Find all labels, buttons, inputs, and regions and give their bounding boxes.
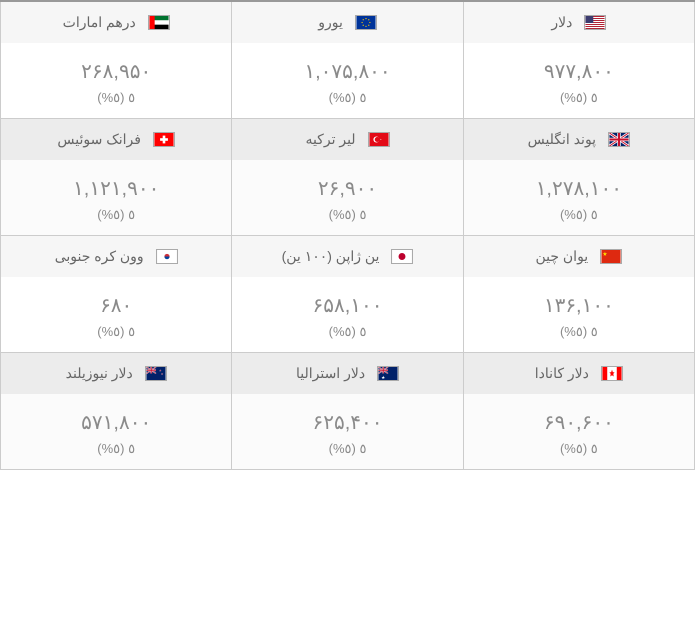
currency-change: ٥ (٥%) [560,207,598,223]
currency-row: پوند انگلیس ۱,۲۷۸,۱۰۰ ٥ (٥%) لیر ترکیه ۲۶,۹۰… [0,119,695,236]
currency-name-label: پوند انگلیس [528,131,597,148]
currency-header: یوان چین [464,236,694,277]
currency-cell[interactable]: دلار استرالیا ۶۲۵,۴۰۰ ٥ (٥%) [231,353,462,470]
currency-price: ۶۵۸,۱۰۰ [313,293,383,318]
gb-flag-icon [608,132,630,147]
currency-row: دلار کانادا ۶۹۰,۶۰۰ ٥ (٥%) دلار استرالیا ۶۲۵… [0,353,695,470]
currency-body: ۱,۲۷۸,۱۰۰ ٥ (٥%) [464,160,694,235]
currency-name-label: لیر ترکیه [305,131,355,148]
au-flag-icon [377,366,399,381]
currency-change: ٥ (٥%) [560,324,598,340]
currency-name-label: یوان چین [535,248,588,265]
currency-cell[interactable]: دلار ۹۷۷,۸۰۰ ٥ (٥%) [463,2,695,119]
currency-price: ۹۷۷,۸۰۰ [544,59,614,84]
ca-flag-icon [601,366,623,381]
currency-name-label: دلار کانادا [535,365,589,382]
currency-change: ٥ (٥%) [329,90,367,106]
currency-cell[interactable]: وون کره جنوبی ۶۸۰ ٥ (٥%) [0,236,231,353]
currency-row: یوان چین ۱۳۶,۱۰۰ ٥ (٥%) ین ژاپن (۱۰۰ ین) ۶۵۸… [0,236,695,353]
currency-name-label: دلار [551,14,572,31]
currency-change: ٥ (٥%) [560,441,598,457]
currency-name-label: فرانک سوئیس [57,131,141,148]
currency-price: ۶۲۵,۴۰۰ [313,410,383,435]
currency-cell[interactable]: یوان چین ۱۳۶,۱۰۰ ٥ (٥%) [463,236,695,353]
currency-header: دلار استرالیا [232,353,462,394]
currency-cell[interactable]: دلار کانادا ۶۹۰,۶۰۰ ٥ (٥%) [463,353,695,470]
kr-flag-icon [156,249,178,264]
currency-name-label: وون کره جنوبی [55,248,144,265]
currency-body: ۱,۰۷۵,۸۰۰ ٥ (٥%) [232,43,462,118]
currency-price: ۱,۱۲۱,۹۰۰ [73,176,159,201]
currency-price: ۱,۲۷۸,۱۰۰ [536,176,622,201]
currency-header: درهم امارات [1,2,231,43]
currency-body: ۶۲۵,۴۰۰ ٥ (٥%) [232,394,462,469]
currency-cell[interactable]: دلار نیوزیلند ۵۷۱,۸۰۰ ٥ (٥%) [0,353,231,470]
currency-change: ٥ (٥%) [97,441,135,457]
currency-price: ۲۶,۹۰۰ [318,176,377,201]
cn-flag-icon [600,249,622,264]
currency-change: ٥ (٥%) [97,324,135,340]
ch-flag-icon [153,132,175,147]
currency-change: ٥ (٥%) [560,90,598,106]
currency-body: ۶۹۰,۶۰۰ ٥ (٥%) [464,394,694,469]
currency-header: دلار نیوزیلند [1,353,231,394]
currency-rates-table: دلار۹۷۷,۸۰۰٥ (٥%)یورو۱,۰۷۵,۸۰۰٥ (٥%)درهم… [0,0,695,470]
currency-price: ۱۳۶,۱۰۰ [544,293,614,318]
currency-cell[interactable]: درهم امارات ۲۶۸,۹۵۰ ٥ (٥%) [0,2,231,119]
currency-cell[interactable]: یورو ۱,۰۷۵,۸۰۰ ٥ (٥%) [231,2,462,119]
currency-name-label: یورو [318,14,343,31]
currency-body: ۶۵۸,۱۰۰ ٥ (٥%) [232,277,462,352]
currency-cell[interactable]: لیر ترکیه ۲۶,۹۰۰ ٥ (٥%) [231,119,462,236]
currency-body: ۱۳۶,۱۰۰ ٥ (٥%) [464,277,694,352]
currency-change: ٥ (٥%) [329,207,367,223]
currency-header: ین ژاپن (۱۰۰ ین) [232,236,462,277]
currency-body: ۲۶۸,۹۵۰ ٥ (٥%) [1,43,231,118]
currency-header: لیر ترکیه [232,119,462,160]
jp-flag-icon [391,249,413,264]
us-flag-icon [584,15,606,30]
currency-body: ۶۸۰ ٥ (٥%) [1,277,231,352]
currency-header: فرانک سوئیس [1,119,231,160]
currency-header: یورو [232,2,462,43]
currency-change: ٥ (٥%) [97,90,135,106]
currency-header: دلار کانادا [464,353,694,394]
tr-flag-icon [368,132,390,147]
currency-price: ۲۶۸,۹۵۰ [81,59,151,84]
currency-header: دلار [464,2,694,43]
currency-price: ۶۹۰,۶۰۰ [544,410,614,435]
currency-name-label: دلار استرالیا [296,365,365,382]
currency-change: ٥ (٥%) [329,324,367,340]
currency-change: ٥ (٥%) [97,207,135,223]
currency-body: ۱,۱۲۱,۹۰۰ ٥ (٥%) [1,160,231,235]
currency-cell[interactable]: ین ژاپن (۱۰۰ ین) ۶۵۸,۱۰۰ ٥ (٥%) [231,236,462,353]
currency-body: ۲۶,۹۰۰ ٥ (٥%) [232,160,462,235]
nz-flag-icon [145,366,167,381]
currency-price: ۱,۰۷۵,۸۰۰ [304,59,390,84]
currency-price: ۵۷۱,۸۰۰ [81,410,151,435]
currency-body: ۹۷۷,۸۰۰ ٥ (٥%) [464,43,694,118]
currency-name-label: ین ژاپن (۱۰۰ ین) [282,248,380,265]
currency-price: ۶۸۰ [100,293,132,318]
ae-flag-icon [148,15,170,30]
currency-row: دلار۹۷۷,۸۰۰٥ (٥%)یورو۱,۰۷۵,۸۰۰٥ (٥%)درهم… [0,2,695,119]
currency-header: وون کره جنوبی [1,236,231,277]
currency-name-label: دلار نیوزیلند [66,365,133,382]
currency-cell[interactable]: فرانک سوئیس ۱,۱۲۱,۹۰۰ ٥ (٥%) [0,119,231,236]
currency-name-label: درهم امارات [63,14,136,31]
currency-body: ۵۷۱,۸۰۰ ٥ (٥%) [1,394,231,469]
eu-flag-icon [355,15,377,30]
currency-cell[interactable]: پوند انگلیس ۱,۲۷۸,۱۰۰ ٥ (٥%) [463,119,695,236]
currency-change: ٥ (٥%) [329,441,367,457]
currency-header: پوند انگلیس [464,119,694,160]
